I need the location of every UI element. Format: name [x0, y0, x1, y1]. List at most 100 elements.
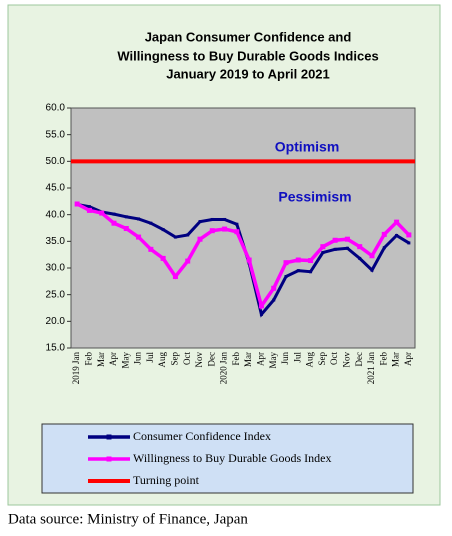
x-tick-label: Nov — [341, 352, 351, 368]
y-tick-label: 15.0 — [46, 343, 66, 354]
marker — [234, 229, 240, 235]
marker — [172, 274, 178, 280]
marker — [198, 220, 202, 224]
x-tick-label: Feb — [231, 352, 241, 366]
x-tick-label: Mar — [96, 352, 106, 367]
marker — [222, 226, 228, 232]
marker — [272, 298, 276, 302]
x-tick-label: 2020 Jan — [219, 352, 229, 385]
marker — [74, 201, 80, 207]
marker — [296, 269, 300, 273]
x-tick-label: Aug — [157, 352, 167, 368]
x-tick-label: Oct — [329, 352, 339, 365]
legend-label: Willingness to Buy Durable Goods Index — [133, 451, 332, 465]
x-tick-label: Dec — [206, 352, 216, 367]
marker — [112, 212, 116, 216]
y-tick-label: 40.0 — [46, 209, 66, 220]
marker — [321, 251, 325, 255]
marker — [123, 226, 129, 232]
marker — [284, 275, 288, 279]
x-tick-label: Feb — [83, 352, 93, 366]
marker — [395, 233, 399, 237]
y-tick-label: 50.0 — [46, 156, 66, 167]
marker — [308, 258, 314, 264]
marker — [358, 256, 362, 260]
x-tick-label: Jul — [145, 352, 155, 363]
marker — [246, 257, 252, 263]
marker — [295, 257, 301, 263]
marker — [210, 217, 214, 221]
y-tick-label: 45.0 — [46, 183, 66, 194]
marker — [333, 247, 337, 251]
x-tick-label: Jun — [133, 352, 143, 365]
x-tick-label: May — [268, 352, 278, 369]
marker — [124, 215, 128, 219]
y-tick-label: 20.0 — [46, 316, 66, 327]
marker — [309, 270, 313, 274]
marker — [99, 210, 105, 216]
marker — [185, 258, 191, 264]
marker — [370, 268, 374, 272]
x-tick-label: 2019 Jan — [71, 352, 81, 385]
source-note: Data source: Ministry of Finance, Japan — [8, 511, 248, 527]
x-tick-label: Feb — [378, 352, 388, 366]
marker — [186, 233, 190, 237]
marker — [345, 246, 349, 250]
marker — [86, 207, 92, 213]
marker — [87, 205, 91, 209]
legend-label: Consumer Confidence Index — [133, 429, 271, 443]
x-tick-label: Apr — [108, 352, 118, 366]
x-tick-label: Dec — [354, 352, 364, 367]
marker — [197, 236, 203, 242]
legend-marker — [106, 434, 112, 440]
x-tick-label: Apr — [255, 352, 265, 366]
marker — [344, 236, 350, 242]
x-tick-label: Oct — [182, 352, 192, 365]
annotation: Pessimism — [278, 189, 351, 205]
annotation: Optimism — [275, 139, 340, 155]
x-tick-label: Jul — [292, 352, 302, 363]
x-tick-label: Mar — [391, 352, 401, 367]
chart-title: Willingness to Buy Durable Goods Indices — [117, 48, 378, 63]
x-tick-label: Sep — [317, 352, 327, 366]
marker — [407, 241, 411, 245]
x-tick-label: Apr — [403, 352, 413, 366]
marker — [223, 217, 227, 221]
x-tick-label: Mar — [243, 352, 253, 367]
marker — [160, 255, 166, 261]
marker — [148, 246, 154, 252]
marker — [271, 285, 277, 291]
marker — [320, 244, 326, 250]
y-tick-label: 30.0 — [46, 263, 66, 274]
marker — [136, 234, 142, 240]
y-tick-label: 60.0 — [46, 103, 66, 114]
marker — [149, 221, 153, 225]
marker — [258, 303, 264, 309]
x-tick-label: 2021 Jan — [366, 352, 376, 385]
series-line — [76, 202, 411, 310]
marker — [369, 253, 375, 259]
marker — [332, 237, 338, 243]
x-tick-label: Sep — [169, 352, 179, 366]
x-tick-label: Aug — [305, 352, 315, 368]
marker — [173, 235, 177, 239]
y-tick-label: 25.0 — [46, 289, 66, 300]
marker — [137, 217, 141, 221]
legend-label: Turning point — [133, 473, 200, 487]
y-tick-label: 35.0 — [46, 236, 66, 247]
y-tick-label: 55.0 — [46, 129, 66, 140]
marker — [235, 222, 239, 226]
chart-title: January 2019 to April 2021 — [166, 66, 330, 81]
x-tick-label: Nov — [194, 352, 204, 368]
x-tick-label: Jun — [280, 352, 290, 365]
marker — [406, 232, 412, 238]
x-tick-label: May — [120, 352, 130, 369]
marker — [283, 260, 289, 266]
marker — [259, 312, 263, 316]
marker — [111, 220, 117, 226]
marker — [161, 228, 165, 232]
marker — [357, 244, 363, 250]
marker — [381, 231, 387, 237]
marker — [382, 246, 386, 250]
